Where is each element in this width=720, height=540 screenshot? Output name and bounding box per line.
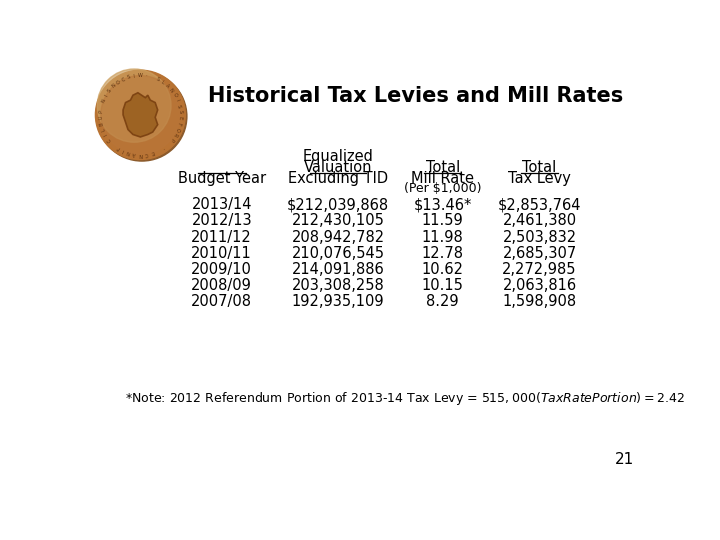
Text: Tax Levy: Tax Levy: [508, 171, 571, 186]
Circle shape: [97, 72, 187, 161]
Text: P: P: [168, 137, 174, 142]
Text: 2013/14: 2013/14: [192, 197, 252, 212]
Text: C: C: [144, 151, 148, 157]
Text: 2011/12: 2011/12: [192, 230, 252, 245]
Text: ·: ·: [145, 73, 148, 79]
Text: 2,685,307: 2,685,307: [503, 246, 577, 261]
Circle shape: [96, 70, 185, 159]
Text: $13.46*: $13.46*: [413, 197, 472, 212]
Polygon shape: [123, 93, 158, 137]
Text: 2,461,380: 2,461,380: [503, 213, 577, 228]
Text: $2,853,764: $2,853,764: [498, 197, 581, 212]
Text: Valuation: Valuation: [304, 160, 372, 176]
Text: L: L: [160, 79, 165, 85]
Text: N: N: [138, 152, 143, 157]
Text: 1,598,908: 1,598,908: [503, 294, 577, 309]
Text: 2,272,985: 2,272,985: [503, 262, 577, 277]
Text: 12.78: 12.78: [422, 246, 464, 261]
Text: Total: Total: [523, 160, 557, 176]
Text: S: S: [177, 110, 182, 113]
Text: C: C: [121, 77, 126, 83]
Text: U: U: [99, 116, 104, 120]
Text: I: I: [104, 93, 109, 97]
Text: 210,076,545: 210,076,545: [292, 246, 384, 261]
Circle shape: [97, 69, 171, 142]
Text: E: E: [150, 150, 154, 155]
Text: C: C: [107, 137, 112, 142]
Text: 2007/08: 2007/08: [192, 294, 252, 309]
Text: ·: ·: [161, 145, 165, 150]
Text: Equalized: Equalized: [302, 150, 374, 165]
Text: Historical Tax Levies and Mill Rates: Historical Tax Levies and Mill Rates: [208, 86, 623, 106]
Text: 208,942,782: 208,942,782: [292, 230, 384, 245]
Text: N: N: [101, 98, 107, 103]
Text: I: I: [104, 133, 109, 137]
Text: S: S: [176, 104, 181, 108]
Text: 214,091,886: 214,091,886: [292, 262, 384, 277]
Text: *Note: 2012 Referendum Portion of 2013-14 Tax Levy = $515,000 (Tax Rate Portion): *Note: 2012 Referendum Portion of 2013-1…: [125, 390, 685, 408]
Text: L: L: [101, 127, 107, 131]
Text: I: I: [133, 73, 135, 79]
Text: Mill Rate: Mill Rate: [411, 171, 474, 186]
Text: O: O: [115, 79, 121, 85]
Text: 8.29: 8.29: [426, 294, 459, 309]
Text: Budget Year: Budget Year: [178, 171, 266, 186]
Text: 11.59: 11.59: [422, 213, 464, 228]
Text: E: E: [177, 116, 182, 119]
Text: 10.15: 10.15: [422, 278, 464, 293]
Circle shape: [101, 76, 180, 154]
Text: 2,063,816: 2,063,816: [503, 278, 577, 293]
Text: R: R: [171, 132, 178, 137]
Text: F: F: [116, 145, 121, 150]
Text: S: S: [127, 75, 131, 80]
Text: Excluding TID: Excluding TID: [288, 171, 388, 186]
Text: S: S: [107, 87, 112, 93]
Text: 192,935,109: 192,935,109: [292, 294, 384, 309]
Text: N: N: [168, 87, 174, 93]
Text: W: W: [138, 73, 143, 78]
Text: O: O: [174, 126, 180, 132]
Text: 2008/09: 2008/09: [192, 278, 252, 293]
Text: 2,503,832: 2,503,832: [503, 230, 577, 245]
Text: 21: 21: [615, 452, 634, 467]
Text: 2012/13: 2012/13: [192, 213, 252, 228]
Text: 10.62: 10.62: [422, 262, 464, 277]
Text: S: S: [155, 77, 160, 83]
Text: N: N: [126, 150, 131, 156]
Text: 11.98: 11.98: [422, 230, 464, 245]
Text: P: P: [99, 110, 104, 113]
Text: 2010/11: 2010/11: [192, 246, 252, 261]
Text: (Per $1,000): (Per $1,000): [404, 182, 482, 195]
Text: I: I: [174, 99, 180, 102]
Text: O: O: [171, 92, 178, 98]
Text: 203,308,258: 203,308,258: [292, 278, 384, 293]
Text: $212,039,868: $212,039,868: [287, 197, 389, 212]
Text: 212,430,105: 212,430,105: [292, 213, 384, 228]
Text: B: B: [99, 122, 104, 126]
Text: A: A: [132, 151, 137, 157]
Text: A: A: [164, 83, 170, 89]
Text: N: N: [110, 83, 117, 89]
Text: F: F: [176, 122, 181, 125]
Text: 2009/10: 2009/10: [192, 262, 252, 277]
Text: I: I: [122, 147, 125, 153]
Text: Total: Total: [426, 160, 460, 176]
